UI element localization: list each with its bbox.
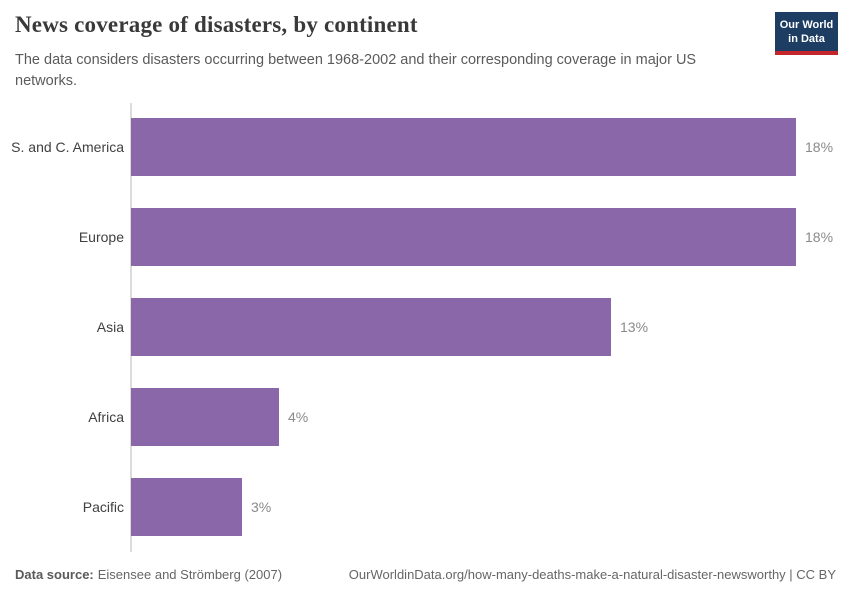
value-label: 13% <box>620 319 649 335</box>
attribution-link[interactable]: OurWorldinData.org/how-many-deaths-make-… <box>348 567 836 582</box>
value-label: 18% <box>805 139 834 155</box>
bar-chart: S. and C. America 18% Europe 18% Asia 13% Afri… <box>0 103 850 552</box>
data-source: Data source: Eisensee and Strömberg (2007… <box>15 567 282 582</box>
category-label: Asia <box>96 319 124 335</box>
data-source-label: Data source: <box>15 567 94 582</box>
data-source-value: Eisensee and Strömberg (2007) <box>97 567 283 582</box>
bar[interactable] <box>131 118 796 176</box>
category-label: S. and C. America <box>11 139 124 155</box>
bar-row: Pacific 3% <box>0 478 850 536</box>
category-label: Europe <box>78 229 124 245</box>
bar-row: Africa 4% <box>0 388 850 446</box>
bar-row: S. and C. America 18% <box>0 118 850 176</box>
category-label: Africa <box>88 409 124 425</box>
value-label: 18% <box>805 229 834 245</box>
owid-logo-line1: Our World <box>779 19 834 31</box>
value-label: 3% <box>251 499 272 515</box>
y-axis-line <box>130 103 132 552</box>
page-title: News coverage of disasters, by continent <box>15 12 418 37</box>
value-label: 4% <box>288 409 309 425</box>
bar[interactable] <box>131 208 796 266</box>
chart-subtitle: The data considers disasters occurring b… <box>15 52 697 89</box>
bar-row: Europe 18% <box>0 208 850 266</box>
bar[interactable] <box>131 298 611 356</box>
category-label: Pacific <box>82 499 124 515</box>
chart-footer: Data source: Eisensee and Strömberg (2007… <box>15 567 836 582</box>
owid-logo-line2: in Data <box>788 33 825 46</box>
owid-logo: Our World in Data <box>775 12 838 55</box>
bar[interactable] <box>131 388 279 446</box>
bar-row: Asia 13% <box>0 298 850 356</box>
bar[interactable] <box>131 478 242 536</box>
